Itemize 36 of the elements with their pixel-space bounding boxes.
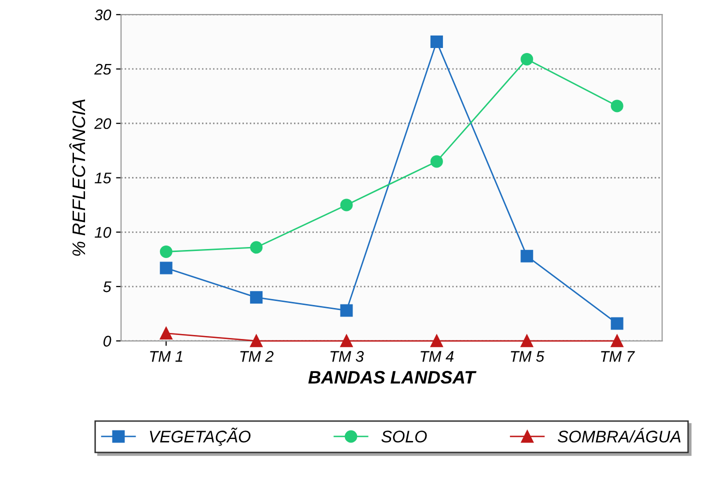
point xyxy=(520,52,534,66)
point xyxy=(160,262,172,274)
x-tick-label: TM 2 xyxy=(240,351,274,362)
x-tick-label: TM 4 xyxy=(420,351,454,362)
legend-label: SOMBRA/ÁGUA xyxy=(558,428,680,442)
x-tick-label: TM 7 xyxy=(601,351,635,362)
point xyxy=(160,245,172,258)
point xyxy=(430,155,443,168)
x-tick-label: TM 5 xyxy=(510,351,544,362)
point xyxy=(250,241,263,254)
point xyxy=(250,291,263,304)
point xyxy=(430,334,443,348)
y-axis-title: % REFLECTÂNCIA xyxy=(69,99,86,256)
x-axis-title: BANDAS LANDSAT xyxy=(308,370,476,384)
y-tick-label: 15 xyxy=(94,172,112,184)
legend-label: SOLO xyxy=(381,430,427,442)
point xyxy=(610,317,624,330)
y-tick-label: 5 xyxy=(103,282,112,292)
point xyxy=(430,36,443,48)
point xyxy=(160,327,172,340)
y-tick-label: 20 xyxy=(94,118,112,130)
point xyxy=(610,100,624,112)
point xyxy=(520,250,534,262)
point xyxy=(610,334,624,348)
y-tick-label: 30 xyxy=(94,9,112,20)
y-tick-label: 25 xyxy=(94,64,112,75)
point xyxy=(250,334,263,348)
point xyxy=(520,334,534,348)
x-tick-label: TM 3 xyxy=(330,351,364,362)
point xyxy=(340,198,353,212)
point xyxy=(340,334,353,348)
legend-label: VEGETAÇÃO xyxy=(150,428,251,446)
x-tick-label: TM 1 xyxy=(150,351,182,362)
point xyxy=(340,304,353,317)
y-tick-label: 10 xyxy=(94,227,112,238)
y-tick-label: 0 xyxy=(103,336,112,347)
